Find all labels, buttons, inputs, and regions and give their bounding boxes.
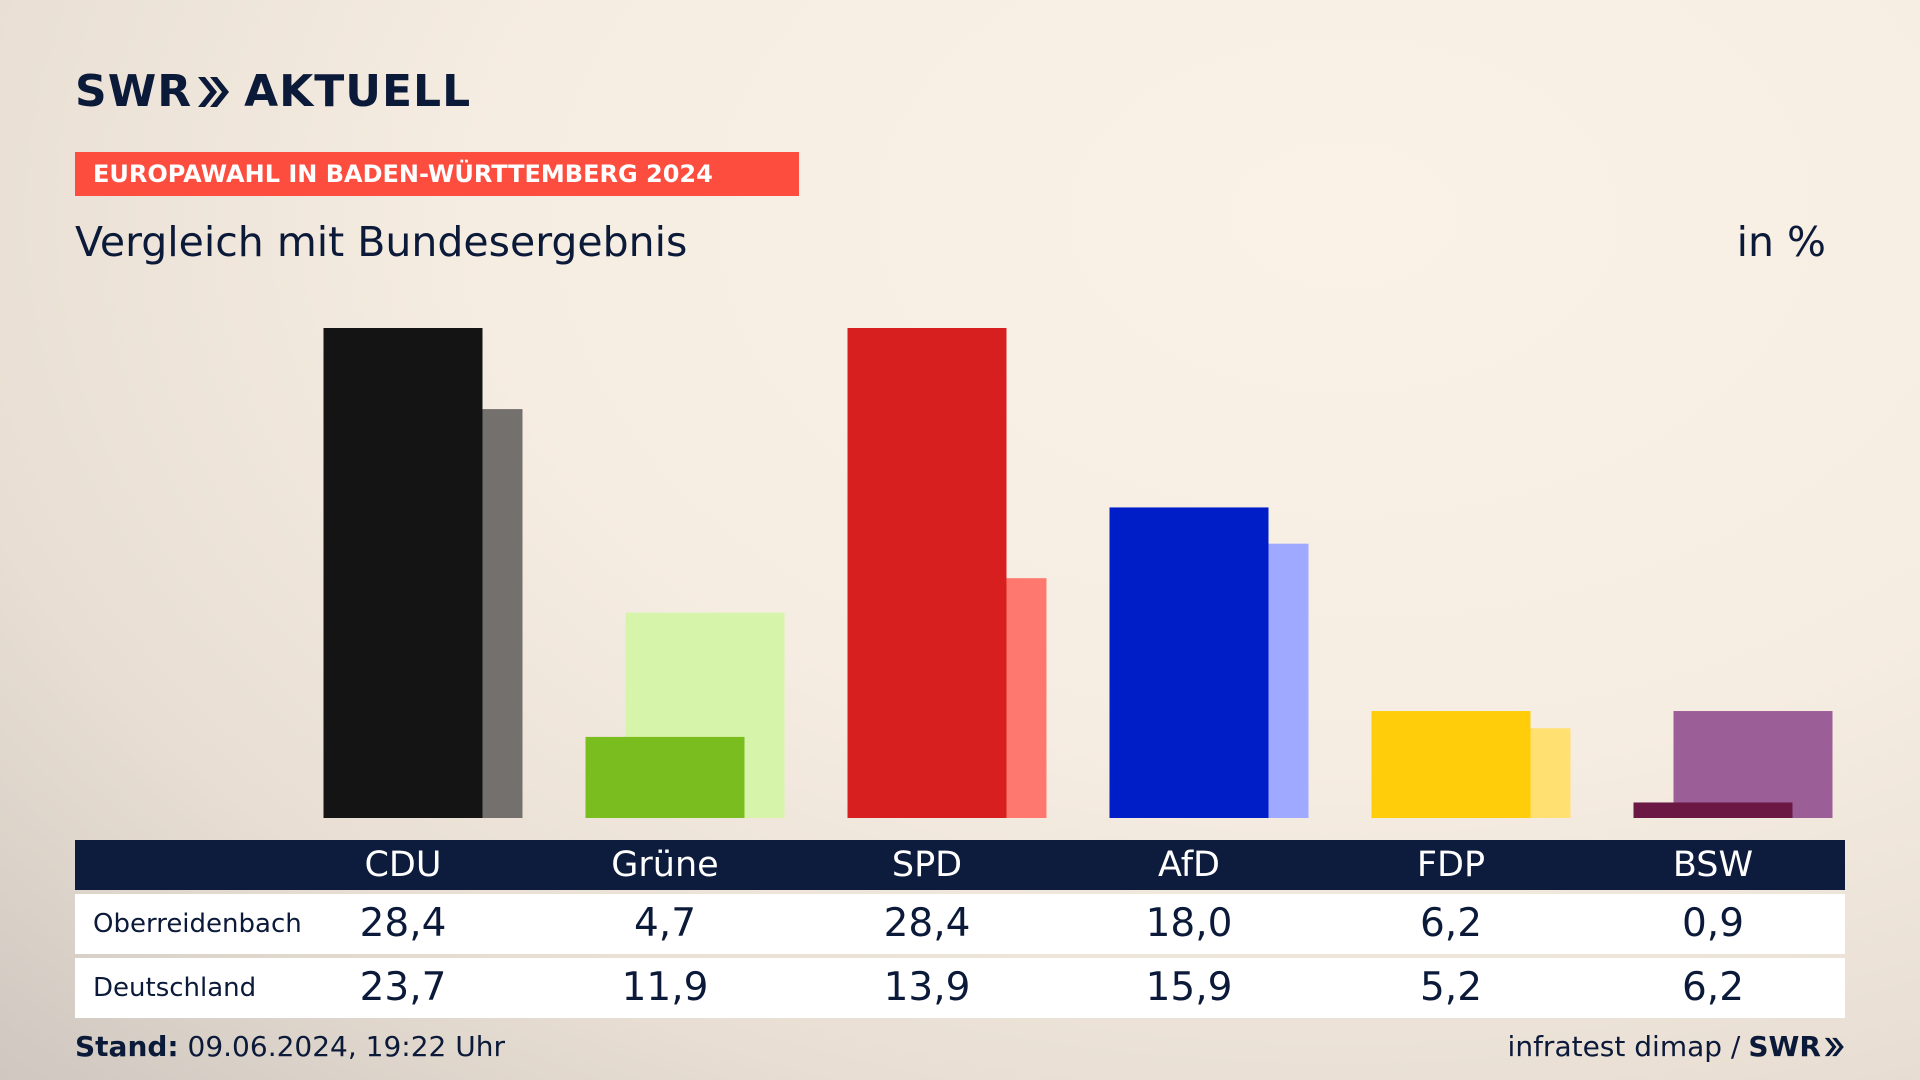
tick-label-fdp: FDP xyxy=(1416,845,1486,885)
bar-cdu-oberreidenbach xyxy=(323,328,483,818)
source-credit: infratest dimap / SWR xyxy=(1508,1030,1845,1063)
double-chevron-icon xyxy=(1824,1037,1844,1056)
data-label-cdu-deutschland: 23,7 xyxy=(359,965,447,1010)
data-label-fdp-deutschland: 5,2 xyxy=(1419,965,1483,1010)
stand-value: 09.06.2024, 19:22 Uhr xyxy=(187,1030,505,1063)
stand-label: Stand: xyxy=(75,1030,179,1063)
bar-gruene-oberreidenbach xyxy=(585,736,745,818)
results-table: CDU Grüne SPD AfD FDP BSW Oberreidenbach 28,4… xyxy=(75,840,1845,1018)
tick-label-afd: AfD xyxy=(1158,845,1220,885)
logo-brand-text: SWR xyxy=(75,66,193,117)
data-label-fdp-oberreidenbach: 6,2 xyxy=(1419,901,1483,946)
tick-label-cdu: CDU xyxy=(364,845,442,885)
tick-label-gruene: Grüne xyxy=(611,845,719,885)
swr-aktuell-logo: SWR AKTUELL xyxy=(75,66,471,117)
bar-afd-oberreidenbach xyxy=(1109,507,1269,818)
election-banner: EUROPAWAHL IN BADEN-WÜRTTEMBERG 2024 xyxy=(75,152,799,196)
data-label-bsw-oberreidenbach: 0,9 xyxy=(1681,901,1745,946)
bar-fdp-oberreidenbach xyxy=(1371,711,1531,818)
double-chevron-icon xyxy=(198,76,230,107)
tick-label-bsw: BSW xyxy=(1672,845,1754,885)
data-label-afd-deutschland: 15,9 xyxy=(1145,965,1233,1010)
data-label-gruene-oberreidenbach: 4,7 xyxy=(633,901,697,946)
bar-chart xyxy=(323,328,1833,818)
tick-label-spd: SPD xyxy=(891,845,963,885)
source-logo-text: SWR xyxy=(1748,1030,1821,1063)
bar-bsw-oberreidenbach xyxy=(1633,802,1793,818)
timestamp: Stand: 09.06.2024, 19:22 Uhr xyxy=(75,1030,505,1063)
data-label-gruene-deutschland: 11,9 xyxy=(621,965,709,1010)
swr-small-logo: SWR xyxy=(1748,1030,1845,1063)
chart-subtitle: Vergleich mit Bundesergebnis xyxy=(75,218,688,266)
row-label-deutschland: Deutschland xyxy=(93,973,257,1003)
unit-label: in % xyxy=(1736,218,1826,266)
table-row-deutschland: Deutschland 23,7 11,9 13,9 15,9 5,2 6,2 xyxy=(75,958,1845,1018)
data-label-cdu-oberreidenbach: 28,4 xyxy=(359,901,447,946)
logo-product-text: AKTUELL xyxy=(244,66,472,117)
data-label-afd-oberreidenbach: 18,0 xyxy=(1145,901,1233,946)
swr-logo: SWR xyxy=(75,66,230,117)
data-label-bsw-deutschland: 6,2 xyxy=(1681,965,1745,1010)
table-row-oberreidenbach: Oberreidenbach 28,4 4,7 28,4 18,0 6,2 0,9 xyxy=(75,894,1845,954)
table-header: CDU Grüne SPD AfD FDP BSW xyxy=(75,840,1845,890)
source-text: infratest dimap / xyxy=(1507,1030,1741,1063)
data-label-spd-oberreidenbach: 28,4 xyxy=(883,901,971,946)
bar-bsw-deutschland xyxy=(1673,711,1833,818)
data-label-spd-deutschland: 13,9 xyxy=(883,965,971,1010)
bar-spd-oberreidenbach xyxy=(847,328,1007,818)
row-label-oberreidenbach: Oberreidenbach xyxy=(93,909,302,939)
